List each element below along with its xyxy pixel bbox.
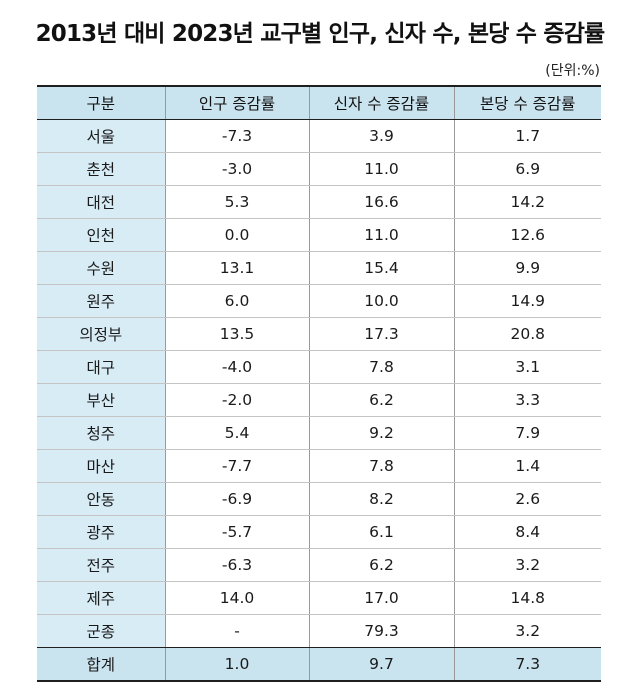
table-row: 제주 14.0 17.0 14.8 [37,581,601,615]
parishes-cell: 2.6 [454,482,601,516]
population-cell: -7.7 [165,449,310,483]
table-body: 서울 -7.3 3.9 1.7 춘천 -3.0 11.0 6.9 대전 5.3 16.6 14.2 인천… [37,119,601,648]
population-cell: 5.4 [165,416,310,450]
population-cell: -6.3 [165,548,310,582]
table-row: 광주 -5.7 6.1 8.4 [37,515,601,549]
table-row: 의정부 13.5 17.3 20.8 [37,317,601,351]
population-cell: -2.0 [165,383,310,417]
parishes-cell: 3.1 [454,350,601,384]
total-believers: 9.7 [309,647,455,682]
table-row: 원주 6.0 10.0 14.9 [37,284,601,318]
believers-cell: 11.0 [309,218,455,252]
believers-cell: 9.2 [309,416,455,450]
parishes-cell: 1.4 [454,449,601,483]
table-row: 춘천 -3.0 11.0 6.9 [37,152,601,186]
believers-cell: 79.3 [309,614,455,648]
region-cell: 전주 [37,548,166,582]
believers-cell: 15.4 [309,251,455,285]
table-row: 안동 -6.9 8.2 2.6 [37,482,601,516]
believers-cell: 11.0 [309,152,455,186]
data-table: 구분 인구 증감률 신자 수 증감률 본당 수 증감률 서울 -7.3 3.9 1.7… [37,85,601,682]
parishes-cell: 14.8 [454,581,601,615]
table-row: 수원 13.1 15.4 9.9 [37,251,601,285]
table-row: 마산 -7.7 7.8 1.4 [37,449,601,483]
believers-cell: 17.0 [309,581,455,615]
region-cell: 안동 [37,482,166,516]
believers-cell: 16.6 [309,185,455,219]
parishes-cell: 1.7 [454,119,601,153]
believers-cell: 7.8 [309,350,455,384]
parishes-cell: 12.6 [454,218,601,252]
total-row: 합계 1.0 9.7 7.3 [37,647,601,682]
population-cell: 13.5 [165,317,310,351]
region-cell: 의정부 [37,317,166,351]
header-row: 구분 인구 증감률 신자 수 증감률 본당 수 증감률 [37,85,601,120]
believers-cell: 3.9 [309,119,455,153]
table-row: 서울 -7.3 3.9 1.7 [37,119,601,153]
population-cell: -4.0 [165,350,310,384]
table-row: 부산 -2.0 6.2 3.3 [37,383,601,417]
region-cell: 제주 [37,581,166,615]
population-cell: -6.9 [165,482,310,516]
parishes-cell: 9.9 [454,251,601,285]
table-row: 대전 5.3 16.6 14.2 [37,185,601,219]
population-cell: 14.0 [165,581,310,615]
parishes-cell: 3.2 [454,614,601,648]
total-parishes: 7.3 [454,647,601,682]
believers-cell: 8.2 [309,482,455,516]
believers-cell: 7.8 [309,449,455,483]
region-cell: 광주 [37,515,166,549]
total-label: 합계 [37,647,166,682]
region-cell: 원주 [37,284,166,318]
believers-cell: 6.2 [309,548,455,582]
population-cell: 0.0 [165,218,310,252]
total-population: 1.0 [165,647,310,682]
column-header-believers: 신자 수 증감률 [309,85,455,120]
region-cell: 춘천 [37,152,166,186]
unit-label: (단위:%) [545,63,600,79]
table-row: 전주 -6.3 6.2 3.2 [37,548,601,582]
region-cell: 부산 [37,383,166,417]
table-row: 청주 5.4 9.2 7.9 [37,416,601,450]
region-cell: 군종 [37,614,166,648]
region-cell: 대구 [37,350,166,384]
region-cell: 서울 [37,119,166,153]
table-row: 대구 -4.0 7.8 3.1 [37,350,601,384]
parishes-cell: 3.3 [454,383,601,417]
population-cell: -3.0 [165,152,310,186]
region-cell: 수원 [37,251,166,285]
column-header-population: 인구 증감률 [165,85,310,120]
population-cell: 5.3 [165,185,310,219]
parishes-cell: 3.2 [454,548,601,582]
region-cell: 인천 [37,218,166,252]
column-header-category: 구분 [37,85,166,120]
parishes-cell: 14.2 [454,185,601,219]
parishes-cell: 7.9 [454,416,601,450]
parishes-cell: 14.9 [454,284,601,318]
table-row: 군종 -79.3 3.2 [37,614,601,648]
believers-cell: 17.3 [309,317,455,351]
region-cell: 대전 [37,185,166,219]
column-header-parishes: 본당 수 증감률 [454,85,601,120]
population-cell: 6.0 [165,284,310,318]
parishes-cell: 8.4 [454,515,601,549]
population-cell: 13.1 [165,251,310,285]
population-cell: -5.7 [165,515,310,549]
table-row: 인천 0.0 11.0 12.6 [37,218,601,252]
page-title: 2013년 대비 2023년 교구별 인구, 신자 수, 본당 수 증감률 [35,21,606,47]
parishes-cell: 6.9 [454,152,601,186]
region-cell: 마산 [37,449,166,483]
population-cell: -7.3 [165,119,310,153]
believers-cell: 10.0 [309,284,455,318]
parishes-cell: 20.8 [454,317,601,351]
region-cell: 청주 [37,416,166,450]
believers-cell: 6.1 [309,515,455,549]
believers-cell: 6.2 [309,383,455,417]
population-cell: - [165,614,310,648]
